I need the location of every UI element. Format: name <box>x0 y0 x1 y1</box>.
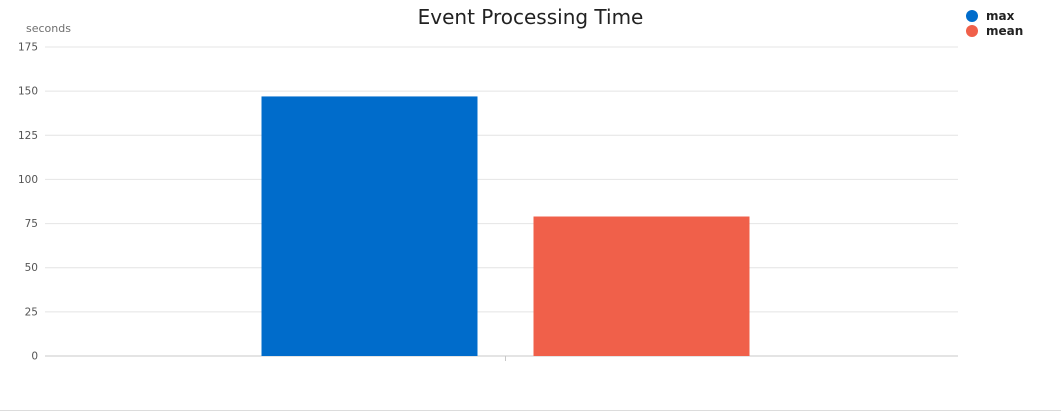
legend-swatch-mean <box>966 25 978 37</box>
bottom-divider <box>0 410 1061 411</box>
legend-item-max[interactable]: max <box>966 9 1023 23</box>
y-tick-label-50: 50 <box>25 262 38 274</box>
y-tick-label-175: 175 <box>18 42 38 54</box>
y-tick-label-75: 75 <box>25 218 38 230</box>
y-tick-label-25: 25 <box>25 306 38 318</box>
y-tick-label-150: 150 <box>18 86 38 98</box>
chart-title: Event Processing Time <box>417 5 644 29</box>
bar-max[interactable] <box>261 96 478 356</box>
legend-item-mean[interactable]: mean <box>966 24 1023 38</box>
legend: max mean <box>966 9 1023 39</box>
legend-label-mean: mean <box>986 24 1024 38</box>
bar-mean[interactable] <box>533 216 750 356</box>
y-tick-label-125: 125 <box>18 130 38 142</box>
y-tick-label-0: 0 <box>31 351 38 363</box>
legend-swatch-max <box>966 10 978 22</box>
y-tick-label-100: 100 <box>18 174 38 186</box>
y-axis-label: seconds <box>26 22 71 35</box>
legend-label-max: max <box>986 9 1015 23</box>
